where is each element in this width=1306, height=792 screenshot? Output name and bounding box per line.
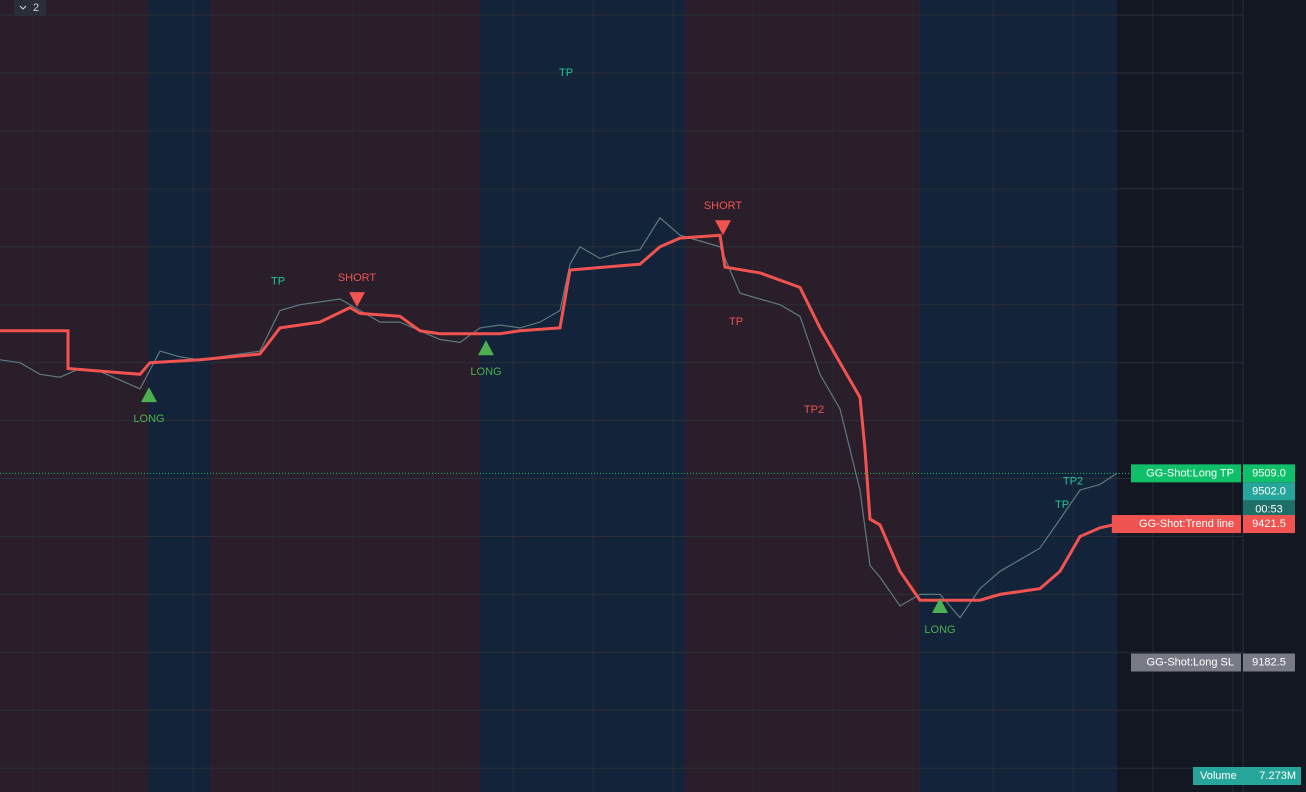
zone (480, 0, 685, 792)
price-tag-label: 9182.5 (1252, 656, 1286, 668)
signal-label: TP2 (1063, 475, 1083, 487)
collapse-button[interactable]: 2 (14, 0, 46, 16)
signal-label: TP2 (804, 404, 824, 416)
countdown: 00:53 (1255, 503, 1283, 515)
price-tag (1243, 482, 1295, 501)
signal-label: SHORT (704, 200, 743, 212)
price-axis-bg (1243, 0, 1306, 792)
zone (685, 0, 920, 792)
tag-name: GG-Shot:Long TP (1146, 467, 1234, 479)
signal-label: LONG (133, 413, 164, 425)
signal-label: TP (271, 275, 285, 287)
volume-value: 7.273M (1259, 770, 1296, 782)
button-bg[interactable] (14, 0, 46, 16)
signal-label: LONG (924, 624, 955, 636)
signal-marker (478, 340, 494, 356)
signal-marker (349, 292, 365, 308)
signal-label: TP (729, 316, 743, 328)
zone (0, 0, 148, 792)
price-tag (1243, 653, 1295, 672)
zone (148, 0, 210, 792)
zone (920, 0, 1117, 792)
countdown-bg (1243, 500, 1295, 519)
price-tag-label: 9502.0 (1252, 485, 1286, 497)
price-tag (1243, 515, 1295, 534)
signal-label: TP (559, 67, 573, 79)
tag-name: GG-Shot:Trend line (1139, 518, 1234, 530)
signal-label: TP (1055, 499, 1069, 511)
tag-name: GG-Shot:Long SL (1147, 656, 1234, 668)
signal-marker (932, 598, 948, 614)
volume-name: Volume (1200, 770, 1237, 782)
series-line (0, 233, 1118, 602)
signal-label: SHORT (338, 272, 377, 284)
volume-tag-bg (1193, 767, 1301, 785)
price-tag-label: 9509.0 (1252, 467, 1286, 479)
tag-name-bg (1131, 464, 1241, 483)
signal-label: LONG (470, 366, 501, 378)
button-label: 2 (33, 2, 39, 14)
chevron (19, 5, 27, 10)
price-tag (1243, 464, 1295, 483)
tag-name-bg (1111, 515, 1241, 534)
price-tag-label: 9421.5 (1252, 518, 1286, 530)
signal-marker (715, 220, 731, 236)
tag-name-bg (1131, 653, 1241, 672)
zone (210, 0, 480, 792)
signal-marker (141, 387, 157, 403)
